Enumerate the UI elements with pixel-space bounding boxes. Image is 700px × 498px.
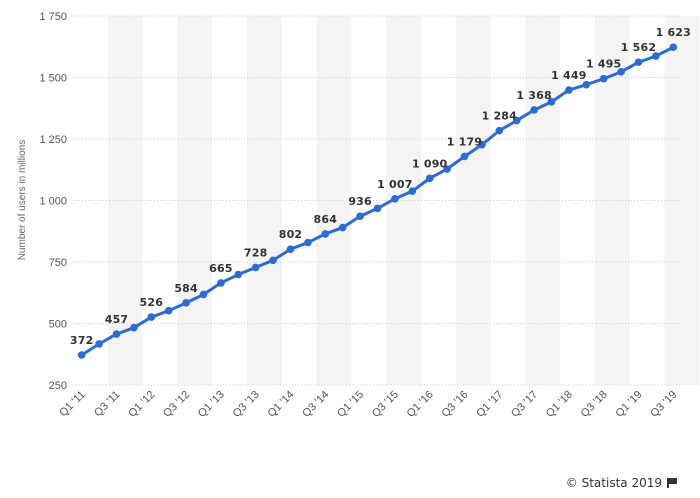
data-point bbox=[77, 351, 86, 359]
x-axis-ticks: Q1 '11 Q3 '11 Q1 '12 Q3 '12 Q1 '13 Q3 '13 Q1 '… bbox=[57, 389, 679, 420]
x-tick-label: Q3 '13 bbox=[231, 389, 262, 420]
data-point bbox=[443, 165, 451, 173]
data-point bbox=[669, 43, 678, 52]
data-point bbox=[425, 174, 434, 183]
y-tick-label: 250 bbox=[49, 380, 67, 392]
y-tick-label: 500 bbox=[49, 319, 67, 331]
data-point bbox=[617, 68, 625, 76]
data-label: 1 449 bbox=[551, 69, 586, 82]
background-band bbox=[455, 16, 491, 385]
gridlines bbox=[73, 15, 682, 386]
x-tick-label: Q1 '11 bbox=[57, 389, 88, 420]
data-point bbox=[338, 223, 347, 232]
background-band bbox=[247, 16, 282, 385]
data-point bbox=[269, 256, 277, 265]
data-point bbox=[582, 80, 591, 89]
background-band bbox=[177, 16, 213, 385]
data-point bbox=[251, 263, 260, 272]
x-tick-label: Q3 '16 bbox=[439, 389, 470, 420]
data-point bbox=[130, 323, 138, 332]
x-tick-label: Q3 '11 bbox=[92, 389, 123, 420]
data-point bbox=[356, 212, 364, 221]
source-credit[interactable]: © Statista 2019 bbox=[566, 476, 678, 490]
data-point bbox=[304, 238, 312, 247]
x-tick-label: Q1 '15 bbox=[335, 389, 366, 420]
data-label: 1 562 bbox=[621, 41, 656, 54]
x-tick-label: Q3 '18 bbox=[579, 389, 610, 420]
data-point bbox=[495, 126, 504, 135]
flag-icon bbox=[667, 478, 678, 488]
data-point bbox=[199, 290, 208, 299]
data-label: 526 bbox=[140, 296, 164, 309]
y-tick-label: 750 bbox=[49, 257, 67, 269]
data-point bbox=[391, 194, 399, 203]
x-tick-label: Q1 '16 bbox=[405, 389, 436, 420]
data-point bbox=[321, 230, 330, 238]
data-point bbox=[652, 52, 660, 60]
data-point bbox=[599, 74, 608, 83]
x-tick-label: Q1 '18 bbox=[544, 389, 575, 420]
x-tick-label: Q3 '14 bbox=[300, 389, 331, 420]
data-point bbox=[182, 299, 190, 307]
data-point bbox=[478, 140, 486, 149]
x-tick-label: Q1 '14 bbox=[265, 389, 296, 420]
data-label: 1 179 bbox=[447, 135, 482, 148]
data-label: 665 bbox=[209, 262, 233, 275]
x-tick-label: Q1 '17 bbox=[474, 389, 505, 420]
y-tick-label: 1 000 bbox=[39, 196, 67, 208]
data-label: 457 bbox=[105, 313, 129, 326]
x-tick-label: Q3 '17 bbox=[509, 389, 540, 420]
y-axis-label: Number of users in millions bbox=[17, 140, 28, 261]
data-label: 802 bbox=[279, 228, 303, 241]
data-point bbox=[112, 330, 121, 338]
data-point bbox=[634, 58, 643, 67]
data-points bbox=[77, 43, 678, 359]
x-tick-label: Q1 '19 bbox=[613, 389, 644, 420]
data-label: 1 368 bbox=[516, 89, 551, 102]
data-point bbox=[164, 306, 173, 315]
data-label: 584 bbox=[174, 282, 198, 295]
data-label: 1 090 bbox=[412, 157, 448, 170]
x-tick-label: Q3 '19 bbox=[648, 389, 679, 420]
data-point bbox=[286, 245, 295, 254]
data-point bbox=[95, 340, 103, 348]
data-label: 372 bbox=[70, 334, 94, 347]
y-tick-label: 1 250 bbox=[39, 134, 67, 146]
data-label: 1 623 bbox=[656, 26, 691, 39]
x-tick-label: Q1 '13 bbox=[196, 389, 227, 420]
data-label: 728 bbox=[244, 246, 268, 259]
data-point bbox=[373, 204, 382, 213]
data-point bbox=[460, 152, 469, 161]
data-label: 864 bbox=[314, 213, 338, 226]
x-tick-label: Q3 '12 bbox=[161, 389, 192, 420]
y-axis-ticks: 250 500 750 1 000 1 250 1 500 1 750 bbox=[39, 11, 67, 392]
y-tick-label: 1 750 bbox=[39, 11, 67, 23]
data-point bbox=[408, 187, 417, 195]
data-label: 936 bbox=[348, 195, 372, 208]
data-point bbox=[234, 270, 243, 279]
credit-text: © Statista 2019 bbox=[565, 476, 662, 490]
background-band bbox=[525, 16, 561, 385]
data-point bbox=[547, 98, 556, 106]
data-label: 1 007 bbox=[377, 178, 412, 191]
data-point bbox=[217, 279, 225, 287]
data-point bbox=[512, 116, 521, 125]
x-tick-label: Q1 '12 bbox=[126, 389, 157, 420]
data-point bbox=[147, 313, 156, 321]
y-tick-label: 1 500 bbox=[39, 73, 67, 85]
x-tick-label: Q3 '15 bbox=[370, 389, 401, 420]
data-point bbox=[565, 86, 573, 94]
data-label: 1 495 bbox=[586, 58, 621, 71]
data-point bbox=[530, 106, 538, 114]
data-label: 1 284 bbox=[482, 110, 518, 123]
